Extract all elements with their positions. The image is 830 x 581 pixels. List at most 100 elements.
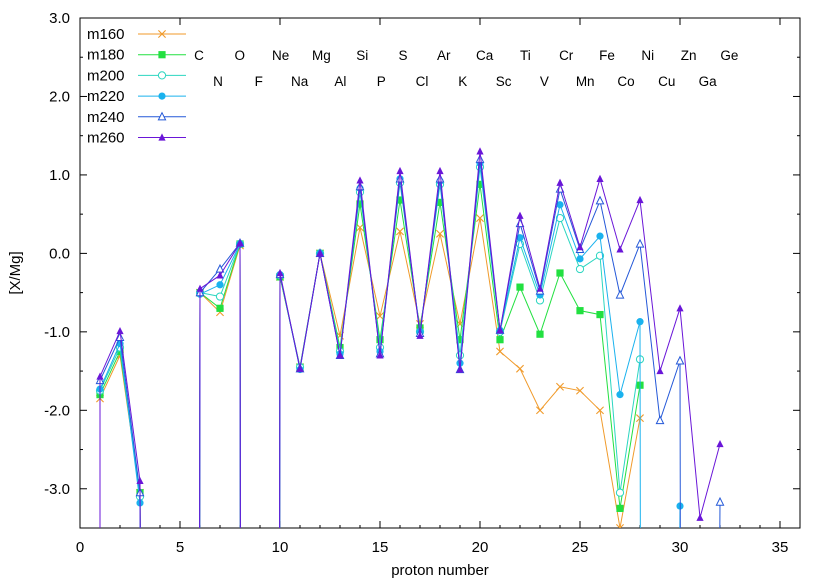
element-label: Si (356, 48, 368, 63)
data-point (516, 364, 524, 373)
element-label: Cr (559, 48, 574, 63)
data-point (576, 255, 584, 263)
data-point (416, 331, 424, 339)
data-point (496, 336, 504, 344)
data-point (435, 173, 445, 183)
data-point (216, 271, 224, 279)
data-point (396, 227, 404, 236)
legend-entry-m220: m220 (87, 88, 186, 105)
data-point (456, 359, 464, 367)
legend: m160 m180 m200 m220 m240 m260 (87, 26, 186, 147)
legend-label: m220 (87, 88, 125, 105)
element-label: Ne (272, 48, 289, 63)
x-tick-label: 10 (272, 539, 289, 556)
data-point (476, 180, 484, 188)
series-m200 (95, 162, 645, 528)
element-label: C (194, 48, 204, 63)
legend-marker (158, 30, 166, 38)
legend-marker (157, 111, 167, 121)
data-point (676, 304, 684, 312)
data-point (316, 249, 324, 257)
legend-marker (158, 92, 166, 100)
x-tick-label: 25 (572, 539, 589, 556)
series-m220 (96, 159, 684, 528)
data-point (596, 406, 604, 415)
data-point (596, 310, 604, 319)
data-point (656, 366, 664, 375)
data-point (296, 364, 304, 372)
data-point (436, 198, 444, 206)
data-point (655, 415, 665, 425)
data-point (556, 201, 564, 209)
series-line (99, 167, 641, 528)
data-point (196, 284, 204, 292)
data-point (516, 211, 524, 219)
series-line (99, 217, 641, 528)
data-point (216, 304, 224, 312)
element-label: N (213, 74, 223, 89)
element-label: Al (334, 74, 346, 89)
element-label: Cl (416, 74, 429, 89)
element-label: Fe (599, 48, 615, 63)
legend-entry-m200: m200 (87, 67, 186, 84)
data-point (376, 312, 384, 321)
data-point (116, 326, 124, 335)
y-tick-label: 3.0 (49, 10, 70, 27)
data-point (396, 196, 404, 204)
legend-label: m260 (87, 130, 125, 147)
legend-label: m200 (87, 67, 125, 84)
x-axis-ticks: 0 5 10 15 20 25 30 35 (76, 18, 788, 556)
legend-label: m180 (87, 47, 125, 64)
legend-marker (158, 51, 166, 59)
data-point (596, 232, 604, 240)
data-point (715, 496, 725, 506)
data-point (96, 372, 104, 380)
data-point (355, 181, 365, 191)
data-point (516, 234, 524, 242)
data-point (356, 223, 364, 232)
series-m260 (96, 147, 724, 528)
data-point (575, 264, 585, 274)
y-tick-label: 2.0 (49, 88, 70, 105)
legend-entry-m160: m160 (87, 26, 186, 43)
x-tick-label: 5 (176, 539, 184, 556)
y-tick-label: 1.0 (49, 167, 70, 184)
data-point (636, 318, 644, 326)
element-label: Co (617, 74, 634, 89)
x-tick-label: 0 (76, 539, 84, 556)
data-point (455, 351, 465, 360)
data-point (496, 347, 504, 356)
data-point (536, 284, 544, 292)
data-point (616, 524, 624, 528)
data-point (456, 336, 464, 344)
legend-entry-m240: m240 (87, 109, 186, 126)
data-point (636, 195, 644, 204)
data-point (615, 289, 625, 299)
legend-entry-m260: m260 (87, 130, 186, 147)
data-point (556, 382, 564, 391)
y-tick-label: -2.0 (44, 402, 70, 419)
element-label: Mg (312, 48, 331, 63)
legend-marker (158, 133, 166, 141)
data-point (496, 326, 504, 334)
data-point (276, 268, 284, 277)
data-point (555, 213, 565, 223)
data-point (475, 154, 485, 163)
element-label: Ga (699, 74, 718, 89)
element-label: Cu (658, 74, 675, 89)
element-label: K (458, 74, 467, 89)
data-point (596, 174, 604, 182)
plot-frame (79, 17, 801, 529)
data-point (356, 200, 364, 208)
element-label: Ge (720, 48, 738, 63)
element-label: Ca (476, 48, 494, 63)
element-label: F (255, 74, 263, 89)
legend-entry-m180: m180 (87, 47, 186, 64)
y-tick-label: 0.0 (49, 245, 70, 262)
series-line (99, 159, 721, 528)
data-point (616, 504, 624, 512)
data-point (215, 292, 225, 301)
data-point (616, 245, 624, 253)
data-point (675, 355, 685, 365)
